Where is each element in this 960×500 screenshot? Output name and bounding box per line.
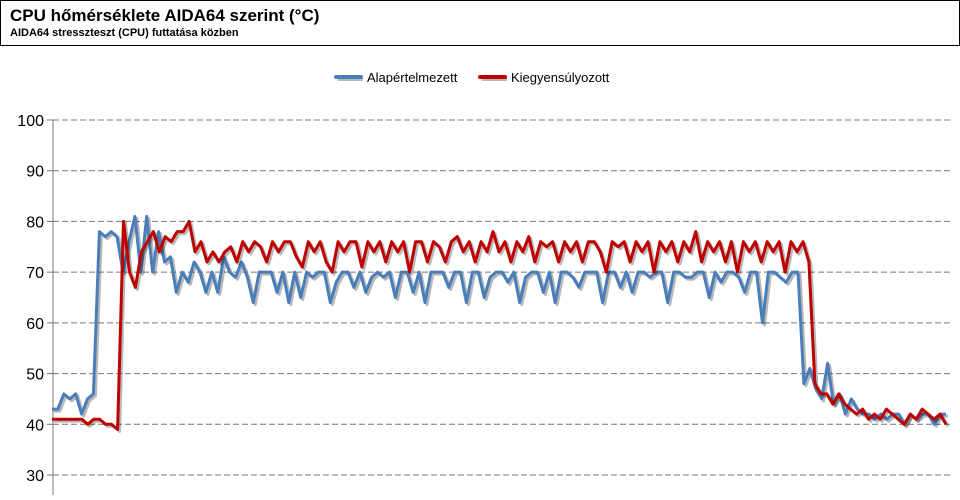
chart-header: CPU hőmérséklete AIDA64 szerint (°C) AID… (0, 0, 960, 46)
legend-label-alapertelmezett: Alapértelmezett (367, 70, 458, 85)
y-tick-label-80: 80 (26, 214, 44, 231)
legend: Alapértelmezett Kiegyensúlyozott (334, 70, 610, 85)
series-line-alapertelmezett (52, 214, 946, 426)
chart-title: CPU hőmérséklete AIDA64 szerint (°C) (10, 6, 320, 25)
chart-subtitle: AIDA64 stresszteszt (CPU) futtatása közb… (10, 27, 239, 39)
legend-label-kiegyensulyozott: Kiegyensúlyozott (511, 70, 610, 85)
y-tick-label-100: 100 (17, 113, 44, 130)
y-tick-label-70: 70 (26, 265, 44, 282)
grid-layer (53, 119, 952, 476)
y-axis-ticks: 30 40 50 60 70 80 90 100 (17, 113, 54, 495)
series-shadow-kiegyensulyozott (54, 221, 950, 433)
y-tick-label-50: 50 (26, 367, 44, 384)
series-layer (52, 214, 950, 433)
y-tick-label-40: 40 (26, 417, 44, 434)
series-line-kiegyensulyozott (52, 219, 948, 431)
y-tick-label-30: 30 (26, 468, 44, 485)
y-tick-label-60: 60 (26, 316, 44, 333)
y-tick-label-90: 90 (26, 164, 44, 181)
